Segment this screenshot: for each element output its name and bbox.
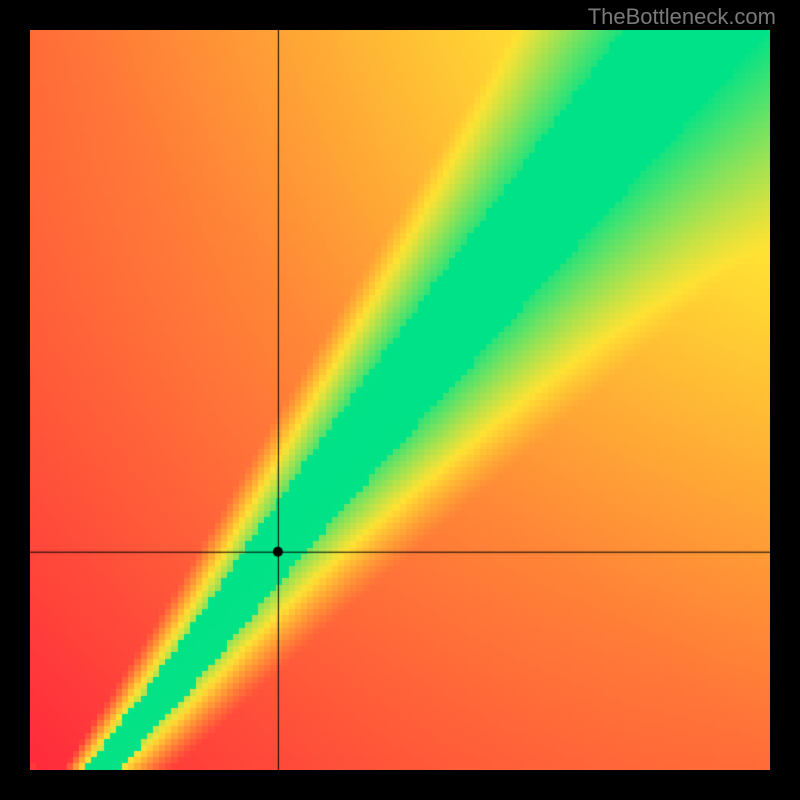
bottleneck-heatmap <box>30 30 770 770</box>
watermark-text: TheBottleneck.com <box>588 4 776 30</box>
chart-container: TheBottleneck.com <box>0 0 800 800</box>
